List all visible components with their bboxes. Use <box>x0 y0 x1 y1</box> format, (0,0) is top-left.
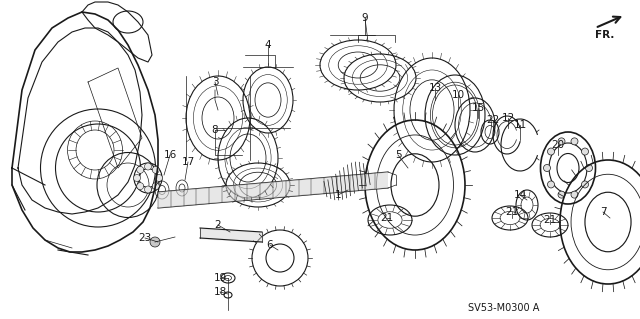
Text: 7: 7 <box>600 207 606 217</box>
Ellipse shape <box>571 191 578 198</box>
Circle shape <box>137 167 144 173</box>
Ellipse shape <box>586 165 593 172</box>
Text: 8: 8 <box>212 125 218 135</box>
Circle shape <box>145 163 152 170</box>
Text: 21: 21 <box>380 213 394 223</box>
Text: 3: 3 <box>212 77 218 87</box>
Ellipse shape <box>558 191 565 198</box>
Text: 15: 15 <box>472 103 484 113</box>
Text: FR.: FR. <box>595 30 614 40</box>
Text: 10: 10 <box>451 90 465 100</box>
Text: 13: 13 <box>428 83 442 93</box>
Text: 18: 18 <box>213 287 227 297</box>
Text: 22: 22 <box>486 115 500 125</box>
Text: 20: 20 <box>552 140 564 150</box>
Text: 19: 19 <box>213 273 227 283</box>
Ellipse shape <box>582 181 589 188</box>
Polygon shape <box>158 172 388 208</box>
Circle shape <box>134 174 141 182</box>
Circle shape <box>137 183 144 189</box>
Ellipse shape <box>558 138 565 145</box>
Text: 14: 14 <box>513 190 527 200</box>
Text: 23: 23 <box>138 233 152 243</box>
Text: 2: 2 <box>214 220 221 230</box>
Text: 17: 17 <box>181 157 195 167</box>
Circle shape <box>150 237 160 247</box>
Text: 4: 4 <box>265 40 271 50</box>
Circle shape <box>156 174 163 182</box>
Text: 1: 1 <box>335 190 341 200</box>
Ellipse shape <box>571 138 578 145</box>
Text: 12: 12 <box>501 113 515 123</box>
Text: SV53-M0300 A: SV53-M0300 A <box>468 303 540 313</box>
Ellipse shape <box>582 148 589 155</box>
Text: 6: 6 <box>267 240 273 250</box>
Text: 11: 11 <box>513 120 527 130</box>
Ellipse shape <box>547 148 554 155</box>
Text: 21: 21 <box>506 207 518 217</box>
Text: 5: 5 <box>395 150 401 160</box>
Circle shape <box>152 167 159 173</box>
Ellipse shape <box>547 181 554 188</box>
Text: 16: 16 <box>163 150 177 160</box>
Circle shape <box>152 183 159 189</box>
Circle shape <box>145 186 152 193</box>
Ellipse shape <box>543 165 550 172</box>
Text: 21: 21 <box>543 215 557 225</box>
Text: 9: 9 <box>362 13 368 23</box>
